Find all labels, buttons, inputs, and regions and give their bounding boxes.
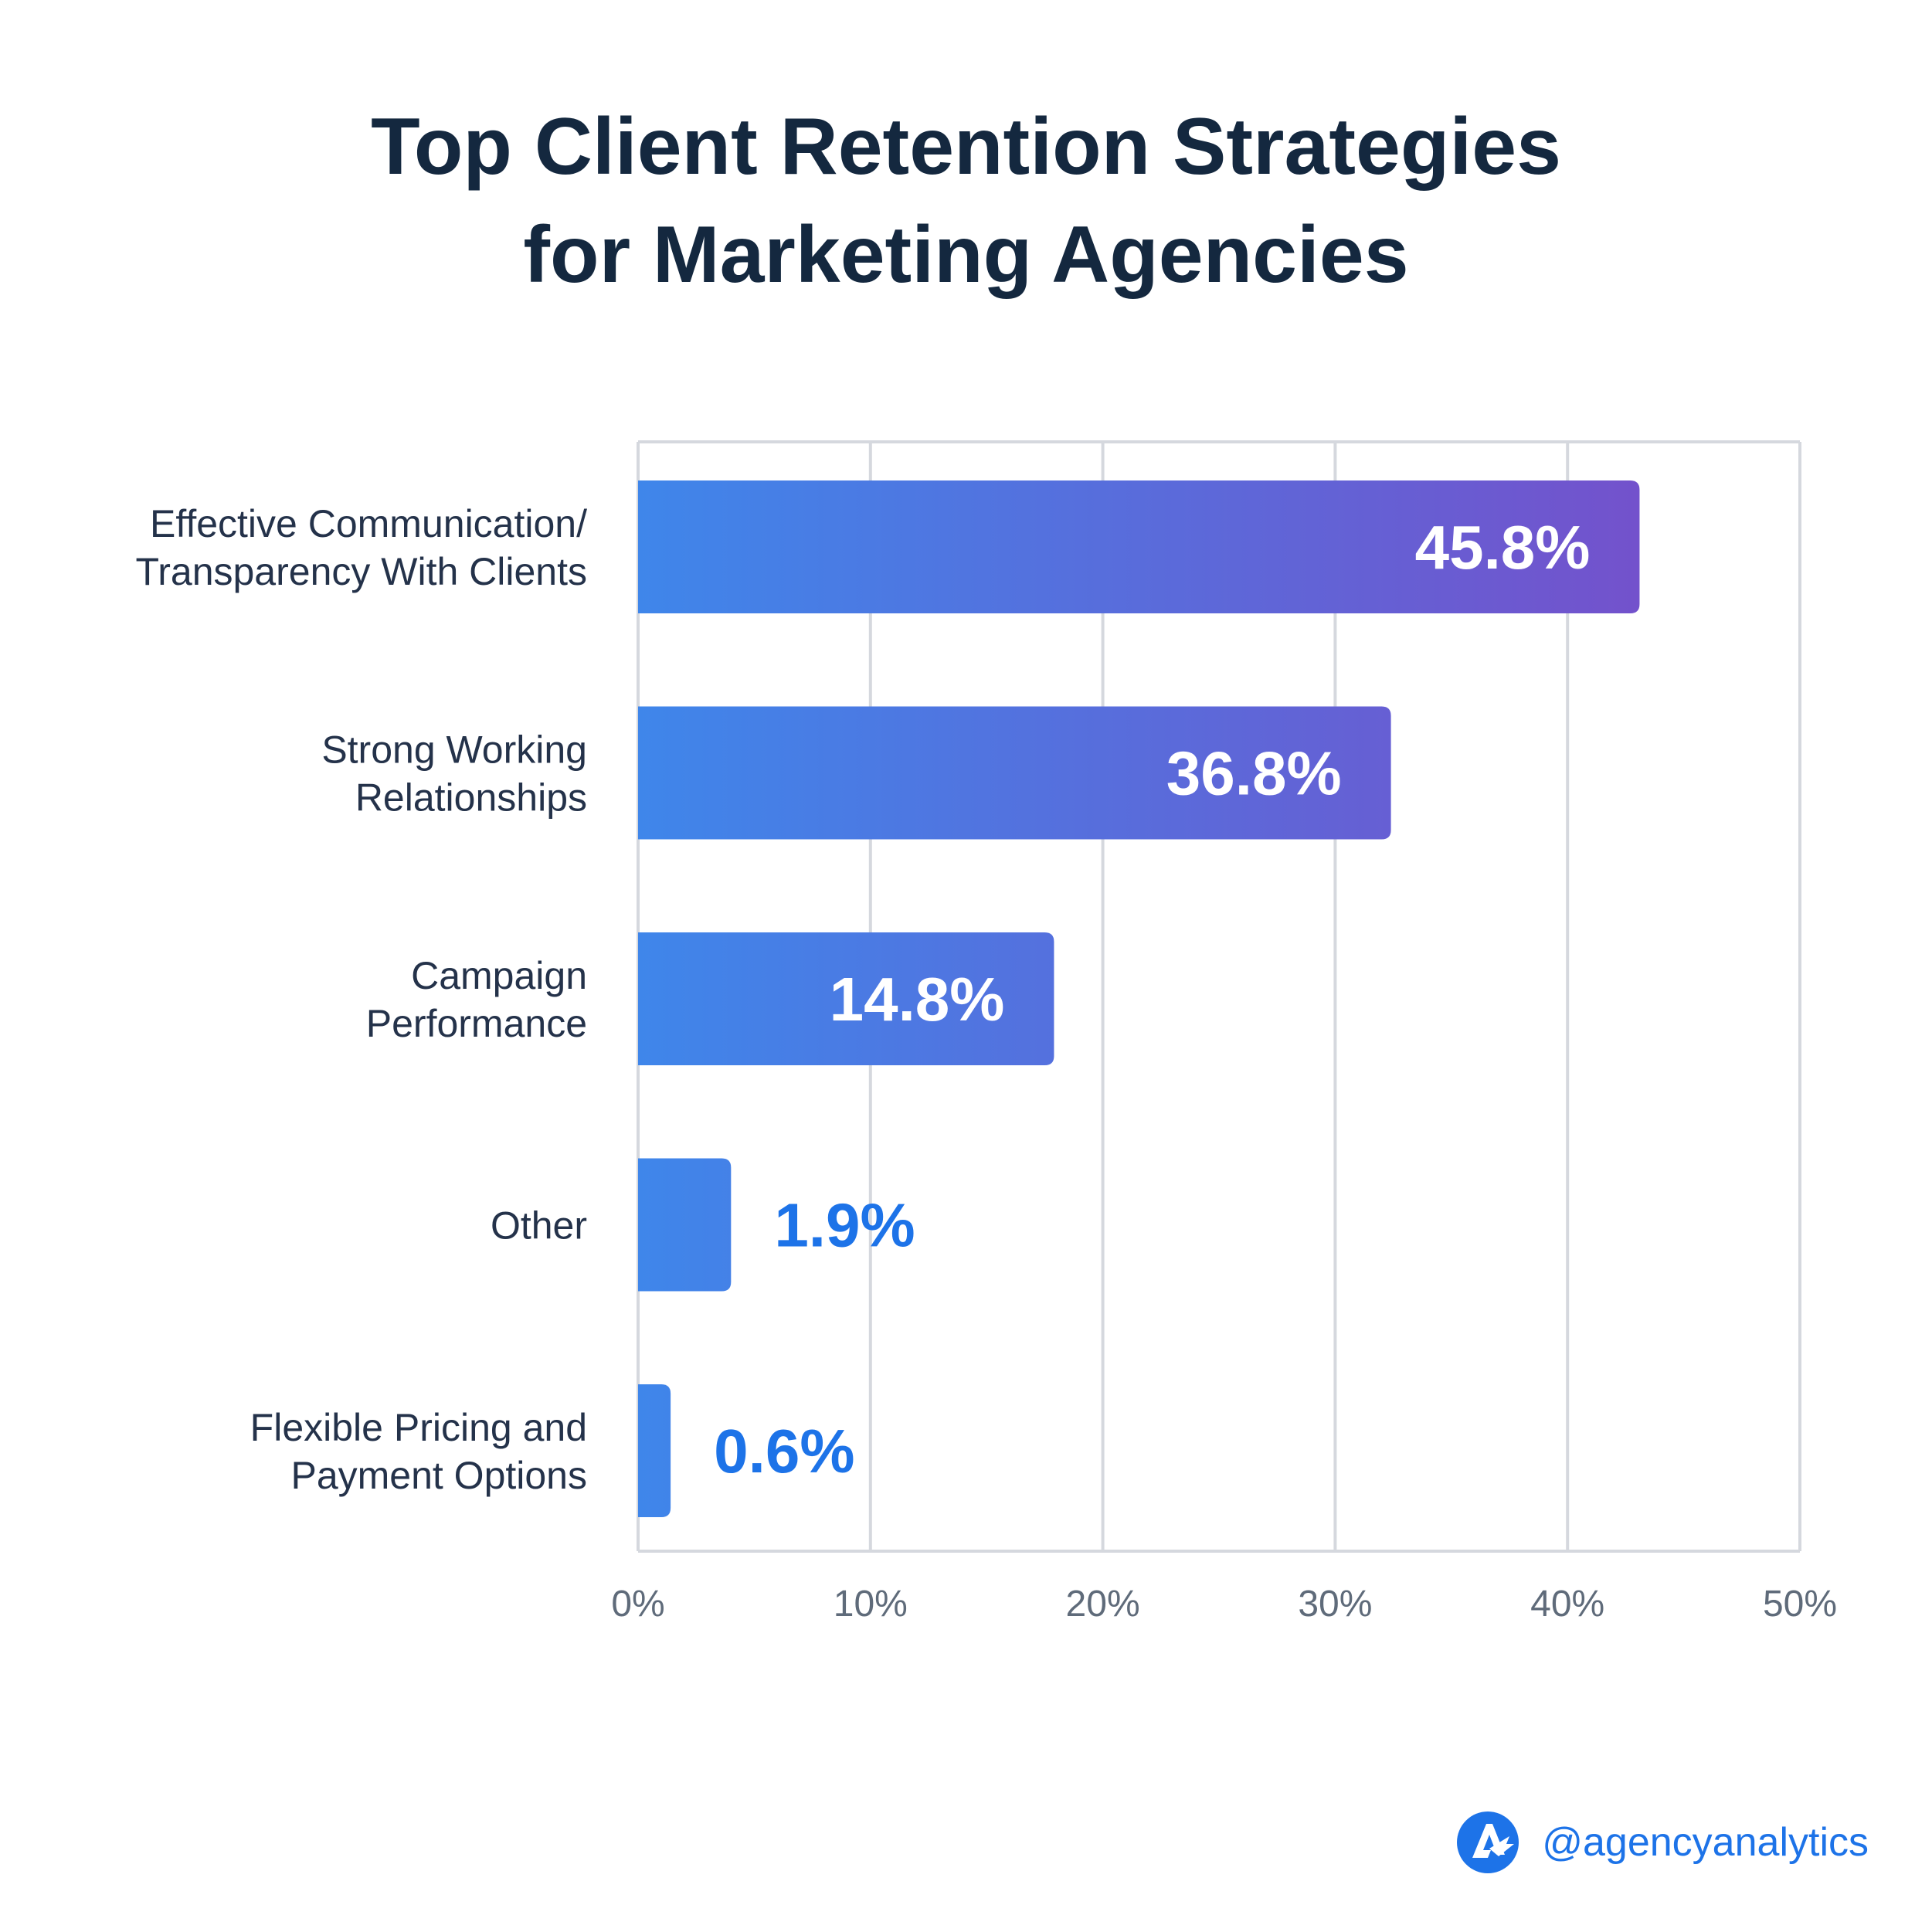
x-tick-label: 10% <box>834 1584 908 1625</box>
x-tick-label: 50% <box>1763 1584 1837 1625</box>
data-label: 45.8% <box>1415 513 1591 582</box>
brand-footer: @agencyanalytics <box>1455 1808 1869 1877</box>
category-label: Other <box>491 1204 587 1248</box>
bar <box>638 1158 732 1292</box>
category-label: Relationships <box>355 776 587 820</box>
data-label: 36.8% <box>1166 739 1342 808</box>
agencyanalytics-logo-icon <box>1457 1811 1519 1873</box>
category-label: Transparency With Clients <box>136 550 587 593</box>
bar <box>638 932 1054 1065</box>
category-label: Effective Communication/ <box>150 502 587 545</box>
chart-title-line-2: for Marketing Agencies <box>523 210 1409 300</box>
category-label: Performance <box>366 1002 587 1045</box>
grid-lines <box>637 440 1801 1553</box>
x-tick-label: 0% <box>611 1584 664 1625</box>
bar <box>638 480 1640 613</box>
data-label: 0.6% <box>714 1417 854 1486</box>
data-label: 1.9% <box>774 1191 915 1260</box>
bars <box>638 480 1640 1517</box>
x-tick-label: 20% <box>1066 1584 1140 1625</box>
data-label: 14.8% <box>830 965 1005 1034</box>
x-tick-label: 30% <box>1298 1584 1372 1625</box>
category-label: Payment Options <box>290 1454 587 1497</box>
category-label: Campaign <box>411 954 587 997</box>
category-label: Flexible Pricing and <box>250 1406 587 1449</box>
bar <box>638 1384 671 1517</box>
brand-handle: @agencyanalytics <box>1542 1820 1869 1865</box>
labels: 0% 10% 20% 30% 40% 50% Effective Communication… <box>136 502 1837 1625</box>
chart-title-line-1: Top Client Retention Strategies <box>371 102 1561 192</box>
x-tick-label: 40% <box>1530 1584 1604 1625</box>
bar <box>638 706 1391 840</box>
category-label: Strong Working <box>321 728 587 772</box>
